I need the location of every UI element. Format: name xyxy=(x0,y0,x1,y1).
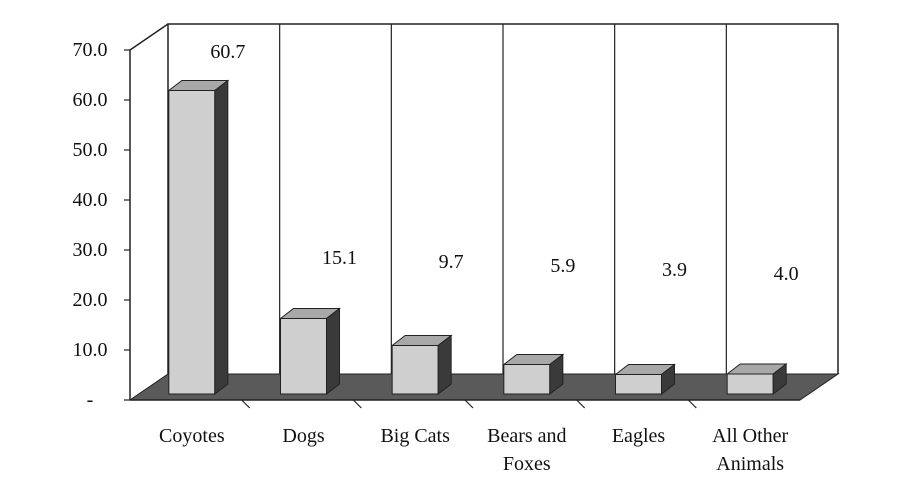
category-label-line: Big Cats xyxy=(380,425,450,447)
bar-front xyxy=(726,373,774,395)
bar-side xyxy=(214,79,229,396)
bar xyxy=(502,353,565,396)
x-tick-mark xyxy=(241,399,251,409)
category-label: Eagles xyxy=(612,425,666,447)
bar xyxy=(614,363,676,396)
y-tick-label: 50.0 xyxy=(73,139,108,161)
bar-side xyxy=(549,353,564,396)
bar xyxy=(167,79,230,396)
bar-side xyxy=(661,363,675,396)
category-label: Bears and Foxes xyxy=(487,425,566,475)
data-label: 60.7 xyxy=(210,41,245,63)
x-tick-mark xyxy=(352,399,362,409)
bar-front xyxy=(168,90,216,395)
y-tick-label: - xyxy=(87,389,94,411)
x-tick-mark xyxy=(687,399,697,409)
bar xyxy=(725,362,788,396)
bar-side xyxy=(437,334,452,396)
back-wall xyxy=(167,23,839,374)
y-tick-label: 30.0 xyxy=(73,239,108,261)
y-tick-label: 20.0 xyxy=(73,289,108,311)
bar-side xyxy=(326,307,340,396)
data-label: 4.0 xyxy=(774,263,799,285)
x-tick-mark xyxy=(576,399,586,409)
y-tick-label: 60.0 xyxy=(73,89,108,111)
category-label: Dogs xyxy=(282,425,324,447)
y-tick-label: 10.0 xyxy=(73,339,108,361)
category-label-line: Bears and xyxy=(487,425,566,447)
bar-side xyxy=(772,362,787,396)
category-label-line: All Other xyxy=(712,425,788,447)
category-label: All Other Animals xyxy=(712,425,788,475)
data-label: 3.9 xyxy=(662,259,687,281)
bar xyxy=(390,334,453,396)
bar-front xyxy=(391,345,439,395)
data-labels: 60.7 15.1 9.7 5.9 3.9 4.0 xyxy=(210,41,798,285)
category-label-line: Coyotes xyxy=(159,425,225,447)
y-axis: - 10.0 20.0 30.0 40.0 50.0 60.0 70.0 xyxy=(73,23,169,411)
data-label: 9.7 xyxy=(439,251,464,273)
category-label: Big Cats xyxy=(380,425,450,447)
x-axis-labels: Coyotes Dogs Big Cats Bears and Foxes Eagles A… xyxy=(159,425,789,475)
y-tick-label: 40.0 xyxy=(73,189,108,211)
category-label-line: Eagles xyxy=(612,425,666,447)
bar xyxy=(279,307,341,396)
bar-front xyxy=(280,318,327,395)
bar-front xyxy=(503,364,551,395)
y-axis-top-edge xyxy=(129,23,169,51)
bars xyxy=(167,79,788,396)
category-label-line: Dogs xyxy=(282,425,324,447)
bar-front xyxy=(615,374,662,395)
data-label: 15.1 xyxy=(322,247,357,269)
y-tick-label: 70.0 xyxy=(73,39,108,61)
category-label-line: Foxes xyxy=(503,453,551,475)
category-label: Coyotes xyxy=(159,425,225,447)
x-tick-mark xyxy=(464,399,474,409)
category-label-line: Animals xyxy=(716,453,784,475)
data-label: 5.9 xyxy=(550,255,575,277)
